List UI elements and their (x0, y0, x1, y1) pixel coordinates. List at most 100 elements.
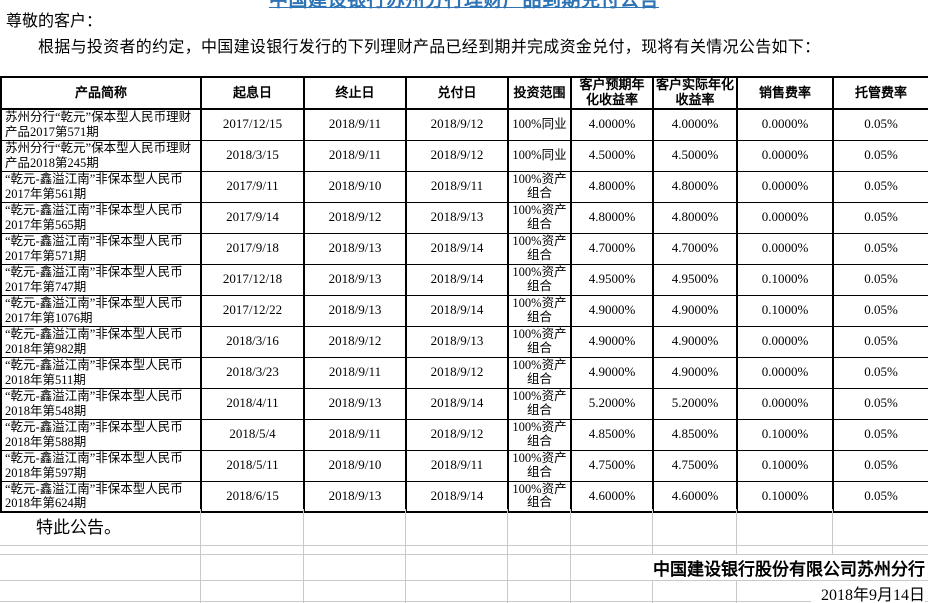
cell-custody-fee: 0.05% (832, 139, 928, 172)
table-header-row: 产品简称 起息日 终止日 兑付日 投资范围 客户预期年化收益率 客户实际年化收益… (0, 76, 928, 110)
cell-product-name: 苏州分行“乾元”保本型人民币理财产品2017第571期 (0, 108, 202, 141)
table-row: 苏州分行“乾元”保本型人民币理财产品2018第245期 2018/3/15 2018… (0, 139, 928, 172)
cell-actual-yield: 4.0000% (652, 108, 738, 141)
cell-sales-fee: 0.0000% (736, 325, 834, 358)
table-row: “乾元-鑫溢江南”非保本型人民币2017年第747期 2017/12/18 2018… (0, 263, 928, 296)
cell-sales-fee: 0.0000% (736, 356, 834, 389)
cell-payment-date: 2018/9/14 (405, 232, 509, 265)
cell-expected-yield: 4.9500% (570, 263, 654, 296)
cell-value-date: 2018/3/15 (200, 139, 305, 172)
cell-product-name: “乾元-鑫溢江南”非保本型人民币2017年第747期 (0, 263, 202, 296)
cell-end-date: 2018/9/11 (303, 139, 407, 172)
cell-custody-fee: 0.05% (832, 325, 928, 358)
cell-actual-yield: 4.8000% (652, 170, 738, 203)
cell-sales-fee: 0.1000% (736, 294, 834, 327)
cell-product-name: “乾元-鑫溢江南”非保本型人民币2018年第588期 (0, 418, 202, 451)
cell-value-date: 2017/9/11 (200, 170, 305, 203)
cell-investment-scope: 100%资产组合 (507, 263, 572, 296)
col-header-expected-yield: 客户预期年化收益率 (570, 76, 654, 110)
cell-custody-fee: 0.05% (832, 449, 928, 482)
cell-value-date: 2018/3/23 (200, 356, 305, 389)
table-row: “乾元-鑫溢江南”非保本型人民币2017年第571期 2017/9/18 2018/… (0, 232, 928, 265)
cell-custody-fee: 0.05% (832, 232, 928, 265)
cell-custody-fee: 0.05% (832, 263, 928, 296)
cell-end-date: 2018/9/10 (303, 170, 407, 203)
cell-product-name: “乾元-鑫溢江南”非保本型人民币2018年第548期 (0, 387, 202, 420)
cell-expected-yield: 4.8000% (570, 201, 654, 234)
cell-payment-date: 2018/9/14 (405, 480, 509, 513)
col-header-investment-scope: 投资范围 (507, 76, 572, 110)
cell-investment-scope: 100%资产组合 (507, 294, 572, 327)
cell-product-name: “乾元-鑫溢江南”非保本型人民币2018年第597期 (0, 449, 202, 482)
cell-expected-yield: 4.9000% (570, 294, 654, 327)
cell-value-date: 2017/12/18 (200, 263, 305, 296)
cell-product-name: “乾元-鑫溢江南”非保本型人民币2018年第511期 (0, 356, 202, 389)
cell-value-date: 2017/12/22 (200, 294, 305, 327)
cell-payment-date: 2018/9/11 (405, 170, 509, 203)
cell-custody-fee: 0.05% (832, 356, 928, 389)
cell-sales-fee: 0.1000% (736, 449, 834, 482)
cell-payment-date: 2018/9/11 (405, 449, 509, 482)
table-row: “乾元-鑫溢江南”非保本型人民币2018年第597期 2018/5/11 2018/… (0, 449, 928, 482)
cell-expected-yield: 4.0000% (570, 108, 654, 141)
cell-sales-fee: 0.0000% (736, 108, 834, 141)
cell-expected-yield: 4.9000% (570, 356, 654, 389)
cell-custody-fee: 0.05% (832, 387, 928, 420)
cell-sales-fee: 0.0000% (736, 387, 834, 420)
cell-sales-fee: 0.0000% (736, 201, 834, 234)
cell-payment-date: 2018/9/14 (405, 263, 509, 296)
cell-investment-scope: 100%资产组合 (507, 356, 572, 389)
cell-actual-yield: 4.9000% (652, 294, 738, 327)
cell-actual-yield: 4.7000% (652, 232, 738, 265)
table-row: “乾元-鑫溢江南”非保本型人民币2017年第561期 2017/9/11 2018/… (0, 170, 928, 203)
table-row: “乾元-鑫溢江南”非保本型人民币2018年第588期 2018/5/4 2018/9… (0, 418, 928, 451)
cell-payment-date: 2018/9/12 (405, 108, 509, 141)
cell-actual-yield: 4.7500% (652, 449, 738, 482)
cell-product-name: “乾元-鑫溢江南”非保本型人民币2017年第561期 (0, 170, 202, 203)
cell-actual-yield: 4.8000% (652, 201, 738, 234)
cell-custody-fee: 0.05% (832, 108, 928, 141)
signature-date: 2018年9月14日 (810, 581, 925, 603)
col-header-payment-date: 兑付日 (405, 76, 509, 110)
cell-investment-scope: 100%资产组合 (507, 418, 572, 451)
cell-actual-yield: 4.6000% (652, 480, 738, 513)
cell-sales-fee: 0.0000% (736, 170, 834, 203)
col-header-sales-fee: 销售费率 (736, 76, 834, 110)
cell-end-date: 2018/9/13 (303, 232, 407, 265)
cell-expected-yield: 4.5000% (570, 139, 654, 172)
cell-actual-yield: 4.9000% (652, 325, 738, 358)
cell-custody-fee: 0.05% (832, 170, 928, 203)
cell-product-name: “乾元-鑫溢江南”非保本型人民币2018年第624期 (0, 480, 202, 513)
cell-product-name: “乾元-鑫溢江南”非保本型人民币2017年第565期 (0, 201, 202, 234)
cell-expected-yield: 4.9000% (570, 325, 654, 358)
col-header-end-date: 终止日 (303, 76, 407, 110)
col-header-product-name: 产品简称 (0, 76, 202, 110)
cell-end-date: 2018/9/13 (303, 387, 407, 420)
cell-end-date: 2018/9/13 (303, 480, 407, 513)
cell-payment-date: 2018/9/12 (405, 356, 509, 389)
table-row: “乾元-鑫溢江南”非保本型人民币2018年第982期 2018/3/16 2018/… (0, 325, 928, 358)
cell-value-date: 2018/6/15 (200, 480, 305, 513)
cell-payment-date: 2018/9/12 (405, 139, 509, 172)
cell-product-name: “乾元-鑫溢江南”非保本型人民币2017年第1076期 (0, 294, 202, 327)
cell-actual-yield: 4.9000% (652, 356, 738, 389)
cell-payment-date: 2018/9/13 (405, 201, 509, 234)
cell-value-date: 2018/5/11 (200, 449, 305, 482)
col-header-custody-fee: 托管费率 (832, 76, 928, 110)
table-row: “乾元-鑫溢江南”非保本型人民币2018年第511期 2018/3/23 2018/… (0, 356, 928, 389)
cell-investment-scope: 100%资产组合 (507, 325, 572, 358)
cell-payment-date: 2018/9/12 (405, 418, 509, 451)
cell-end-date: 2018/9/12 (303, 201, 407, 234)
cell-custody-fee: 0.05% (832, 294, 928, 327)
table-row: “乾元-鑫溢江南”非保本型人民币2018年第548期 2018/4/11 2018/… (0, 387, 928, 420)
cell-sales-fee: 0.1000% (736, 418, 834, 451)
cell-payment-date: 2018/9/14 (405, 387, 509, 420)
cell-sales-fee: 0.1000% (736, 263, 834, 296)
greeting-text: 尊敬的客户： (6, 13, 103, 30)
cell-expected-yield: 4.6000% (570, 480, 654, 513)
cell-custody-fee: 0.05% (832, 480, 928, 513)
cell-product-name: “乾元-鑫溢江南”非保本型人民币2018年第982期 (0, 325, 202, 358)
signature-company: 中国建设银行股份有限公司苏州分行 (643, 555, 925, 580)
cell-actual-yield: 4.8500% (652, 418, 738, 451)
cell-actual-yield: 4.5000% (652, 139, 738, 172)
